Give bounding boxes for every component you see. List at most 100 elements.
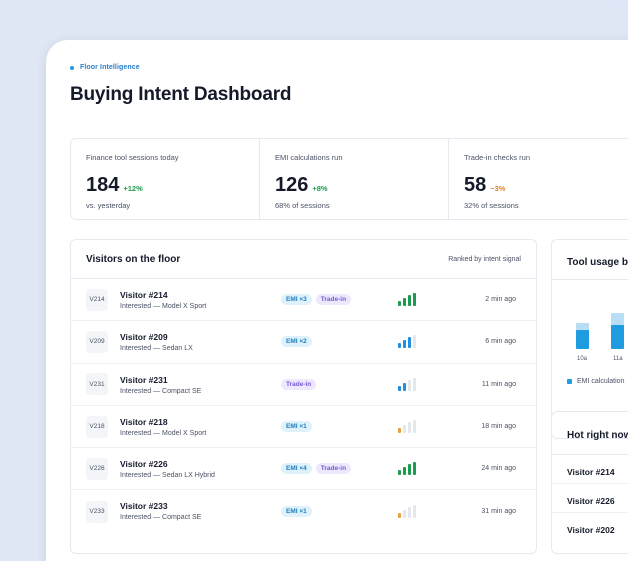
eyebrow-label: Floor Intelligence (80, 64, 140, 71)
signal-bar (398, 385, 401, 391)
usage-axis-label: 11a (613, 356, 623, 362)
visitor-interest: Interested — Compact SE (120, 514, 202, 522)
hot-item[interactable]: Visitor #226 (567, 496, 615, 506)
eyebrow: Floor Intelligence (70, 64, 140, 71)
signal-bar (413, 377, 416, 391)
signal-bar (398, 343, 401, 349)
stat-subtext: 32% of sessions (464, 201, 519, 210)
page-title: Buying Intent Dashboard (70, 84, 292, 105)
visitor-time: 24 min ago (481, 465, 516, 473)
visitor-code-badge: V226 (86, 457, 108, 480)
visitor-code-badge: V231 (86, 373, 108, 396)
intent-signal-icon (398, 462, 416, 476)
hot-item[interactable]: Visitor #214 (567, 467, 615, 477)
visitor-time: 31 min ago (481, 508, 516, 516)
signal-bar (398, 301, 401, 307)
hot-panel: Hot right now Visitor #214 Visitor #226 … (551, 411, 628, 554)
usage-legend: EMI calculation (567, 378, 624, 385)
emi-tag: EMI ×2 (281, 336, 312, 348)
stat-delta: +8% (312, 184, 328, 193)
visitor-time: 2 min ago (485, 296, 516, 304)
intent-signal-icon (398, 377, 416, 391)
signal-bar (403, 467, 406, 476)
visitor-row[interactable]: V209 Visitor #209 Interested — Sedan LX EMI… (71, 321, 536, 364)
intent-tags: EMI ×4 Trade-in (281, 463, 352, 475)
divider (552, 483, 628, 484)
intent-tags: Trade-in (281, 378, 317, 390)
usage-bar-10a (576, 330, 589, 349)
legend-label: EMI calculation (577, 378, 625, 385)
eyebrow-dot-icon (70, 65, 74, 70)
visitor-time: 18 min ago (481, 423, 516, 431)
emi-tag: EMI ×1 (281, 421, 312, 433)
visitor-time: 6 min ago (485, 338, 516, 346)
stat-subtext: vs. yesterday (86, 201, 131, 210)
stats-panel: Finance tool sessions today 184 +12% vs.… (70, 138, 628, 220)
signal-bar (413, 293, 416, 307)
visitor-row[interactable]: V231 Visitor #231 Interested — Compact SE T… (71, 364, 536, 406)
stat-value: 58 (464, 174, 487, 196)
divider (552, 454, 628, 455)
visitor-row[interactable]: V233 Visitor #233 Interested — Compact SE E… (71, 490, 536, 532)
stat-value: 126 (275, 174, 309, 196)
visitors-header: Visitors on the floor Ranked by intent s… (71, 240, 536, 279)
visitors-title: Visitors on the floor (86, 253, 181, 265)
tool-usage-panel: Tool usage by 10a 11a EMI calculation (551, 239, 628, 439)
signal-bar (413, 335, 416, 349)
signal-bar (403, 298, 406, 307)
signal-bar (403, 510, 406, 519)
visitor-time: 11 min ago (481, 380, 516, 388)
trade-in-tag: Trade-in (315, 294, 352, 306)
stat-delta: −3% (490, 184, 506, 193)
ranked-label: Ranked by intent signal (448, 255, 521, 263)
signal-bar (408, 422, 411, 434)
signal-bar (413, 462, 416, 476)
trade-in-tag: Trade-in (281, 378, 317, 390)
visitor-name: Visitor #231 (120, 374, 168, 385)
visitor-name: Visitor #226 (120, 459, 168, 470)
usage-axis-label: 10a (577, 356, 588, 362)
signal-bar (408, 507, 411, 519)
stat-label: Finance tool sessions today (86, 153, 179, 162)
signal-bar (403, 340, 406, 349)
visitor-interest: Interested — Model X Sport (120, 303, 207, 310)
intent-signal-icon (398, 293, 416, 307)
signal-bar (413, 420, 416, 434)
visitor-code-badge: V209 (86, 330, 108, 353)
visitor-code-badge: V214 (86, 288, 108, 311)
signal-bar (408, 379, 411, 391)
signal-bar (413, 505, 416, 519)
visitor-interest: Interested — Model X Sport (120, 429, 207, 437)
dashboard-window: Floor Intelligence Buying Intent Dashboa… (46, 40, 628, 561)
trade-in-tag: Trade-in (315, 463, 352, 475)
signal-bar (403, 425, 406, 434)
stat-value: 184 (86, 174, 120, 196)
stat-finance-sessions: Finance tool sessions today 184 +12% vs.… (71, 139, 260, 219)
tool-usage-title: Tool usage by (567, 257, 628, 268)
signal-bar (403, 382, 406, 391)
stat-emi-calculations: EMI calculations run 126 +8% 68% of sess… (260, 139, 449, 219)
stat-subtext: 68% of sessions (275, 201, 330, 210)
signal-bar (408, 337, 411, 349)
visitor-code-badge: V233 (86, 500, 108, 523)
visitor-name: Visitor #233 (120, 501, 168, 512)
emi-tag: EMI ×3 (281, 294, 312, 306)
intent-signal-icon (398, 420, 416, 434)
visitor-row[interactable]: V226 Visitor #226 Interested — Sedan LX Hy… (71, 448, 536, 491)
usage-bar-11a (611, 325, 624, 349)
hot-item[interactable]: Visitor #202 (567, 525, 615, 535)
divider (552, 279, 628, 280)
intent-tags: EMI ×3 Trade-in (281, 294, 352, 306)
signal-bar (398, 513, 401, 519)
visitor-row[interactable]: V218 Visitor #218 Interested — Model X Spo… (71, 406, 536, 449)
visitor-code-badge: V218 (86, 415, 108, 438)
signal-bar (398, 428, 401, 434)
visitor-row[interactable]: V214 Visitor #214 Interested — Model X Spo… (71, 279, 536, 322)
signal-bar (408, 295, 411, 307)
intent-tags: EMI ×1 (281, 506, 312, 518)
stat-label: Trade-in checks run (464, 153, 530, 162)
stat-trade-in-checks: Trade-in checks run 58 −3% 32% of sessio… (449, 139, 628, 219)
stat-label: EMI calculations run (275, 153, 343, 162)
intent-signal-icon (398, 335, 416, 349)
visitor-name: Visitor #209 (120, 332, 168, 343)
